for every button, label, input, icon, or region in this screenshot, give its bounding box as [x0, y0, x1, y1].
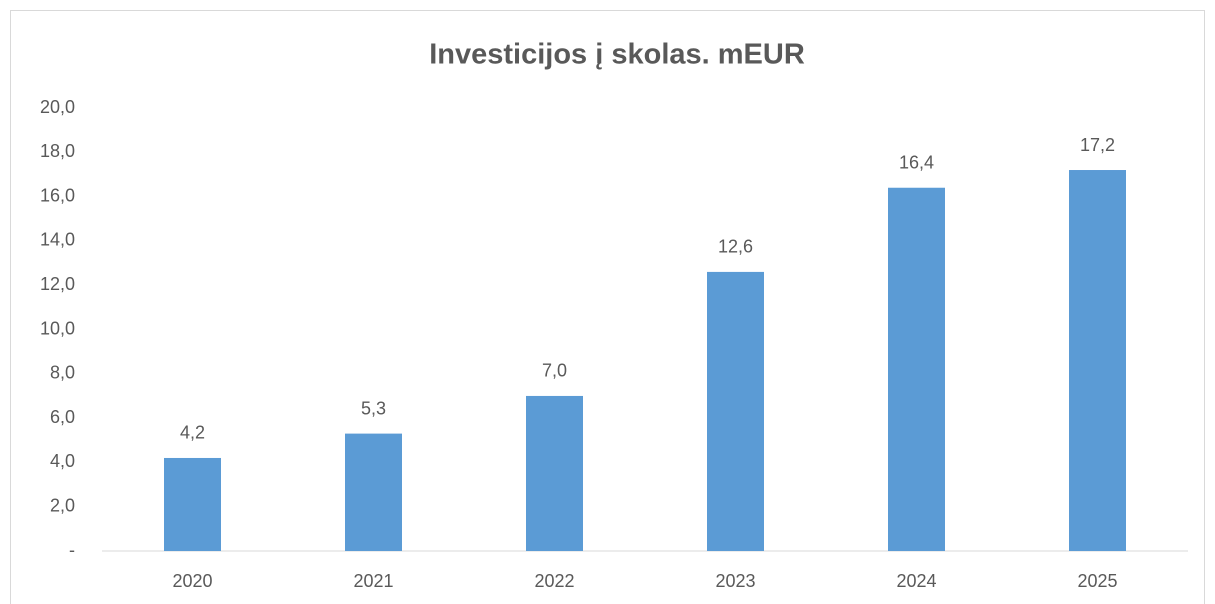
- y-tick-label: 18,0: [40, 141, 75, 161]
- y-tick-label: 20,0: [40, 97, 75, 117]
- y-tick-label: 14,0: [40, 230, 75, 250]
- data-label: 12,6: [718, 237, 753, 257]
- data-label: 16,4: [899, 152, 934, 172]
- data-label: 17,2: [1080, 135, 1115, 155]
- x-tick-label: 2023: [715, 571, 755, 591]
- x-tick-label: 2021: [353, 571, 393, 591]
- y-tick-label: 16,0: [40, 185, 75, 205]
- y-tick-label: 4,0: [50, 451, 75, 471]
- y-tick-label: 10,0: [40, 318, 75, 338]
- data-label: 4,2: [180, 423, 205, 443]
- y-tick-label: 8,0: [50, 363, 75, 383]
- bar: [345, 433, 402, 551]
- x-tick-label: 2024: [896, 571, 936, 591]
- bar: [707, 271, 764, 551]
- y-tick-label: -: [69, 540, 75, 560]
- y-tick-label: 12,0: [40, 274, 75, 294]
- data-label: 5,3: [361, 398, 386, 418]
- x-tick-label: 2020: [172, 571, 212, 591]
- x-tick-label: 2025: [1077, 571, 1117, 591]
- bar: [888, 187, 945, 552]
- x-tick-label: 2022: [534, 571, 574, 591]
- data-label: 7,0: [542, 361, 567, 381]
- bar: [526, 395, 583, 551]
- bar: [164, 457, 221, 551]
- bar: [1069, 170, 1126, 551]
- y-tick-label: 6,0: [50, 407, 75, 427]
- chart-title: Investicijos į skolas. mEUR: [429, 39, 805, 71]
- y-tick-label: 2,0: [50, 495, 75, 515]
